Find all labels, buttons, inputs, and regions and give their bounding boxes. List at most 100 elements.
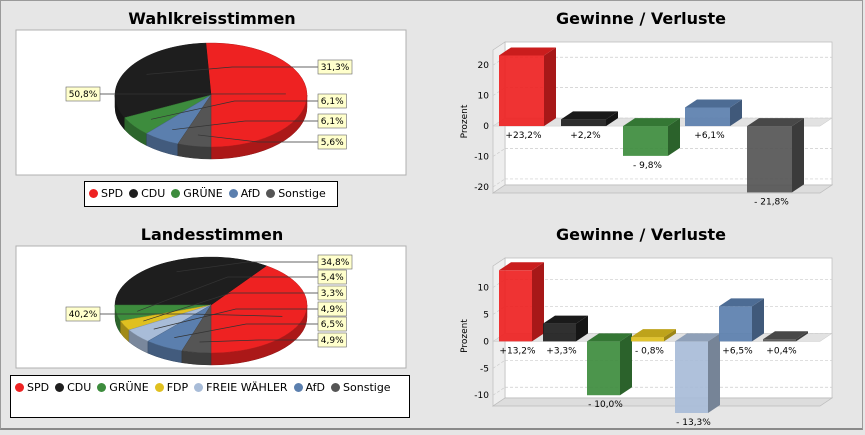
- legend-label: Sonstige: [343, 381, 391, 394]
- bar-value-label: +13,2%: [499, 346, 536, 356]
- legend-label: SPD: [27, 381, 50, 394]
- chart-title-gewinne-1: Gewinne / Verluste: [556, 9, 726, 28]
- bar-top: [587, 333, 632, 342]
- pie-label-box: [317, 59, 353, 75]
- bar-top: [623, 118, 680, 127]
- pie-label-afd: 6,5%: [321, 320, 344, 330]
- pie-wahlkreis: 50,8% 31,3% 6,1% 6,1% 5,6%: [65, 42, 353, 160]
- legend-item-cdu: CDU: [55, 378, 91, 398]
- chart-title-gewinne-2: Gewinne / Verluste: [556, 225, 726, 244]
- pie-label-box: [317, 301, 347, 317]
- legend-swatch: [15, 383, 24, 392]
- bar-value-label: +6,5%: [722, 346, 753, 356]
- pie-label-box: [317, 254, 353, 270]
- pie-label-gr-ne: 6,1%: [321, 97, 344, 107]
- legend-item-freie-w-hler: FREIE WÄHLER: [194, 378, 288, 398]
- bar-y-tick-label: 20: [478, 61, 490, 71]
- legend-item-gr-ne: GRÜNE: [171, 184, 223, 204]
- bar-value-label: - 0,8%: [635, 346, 664, 356]
- bar-gewinne-2: 10 5 0 -5 -10 Prozent +13,2% +3,3% - 10,0% - 0,8%…: [460, 257, 834, 428]
- legend-item-gr-ne: GRÜNE: [97, 378, 149, 398]
- legend-item-afd: AfD: [293, 378, 326, 398]
- legend-swatch: [171, 189, 181, 198]
- bar-gridline-side: [492, 386, 506, 396]
- legend-item-fdp: FDP: [154, 378, 189, 398]
- pie-label-box: [317, 285, 347, 301]
- pie-leader-line: [153, 308, 318, 330]
- pie-slice-cdu: [114, 256, 267, 306]
- pie-leader-line: [137, 276, 318, 312]
- legend-swatch: [129, 189, 139, 198]
- pie-slice-spd: [210, 265, 308, 354]
- bar-front: [623, 126, 668, 156]
- bar-gewinne-1: 20 10 0 -10 -20 Prozent +23,2% +2,2% - 9,8% +6,1%…: [460, 41, 834, 207]
- bar-top: [631, 329, 676, 338]
- bar-value-label: +3,3%: [546, 346, 577, 356]
- pie-label-box: [317, 269, 347, 285]
- bar-front: [631, 337, 664, 342]
- bar-gridline-side: [492, 178, 506, 188]
- bar-y-tick-label: -10: [474, 391, 489, 401]
- bar-y-tick-label: 10: [478, 284, 490, 294]
- bar-front: [747, 126, 792, 193]
- bar-top: [747, 118, 804, 127]
- bar-front: [763, 339, 796, 342]
- pie-leader-line: [199, 339, 318, 343]
- bar-front: [587, 341, 620, 396]
- chart-title-landes: Landesstimmen: [141, 225, 283, 244]
- pie-label-box: [317, 113, 347, 129]
- pie-label-sonstige: 5,6%: [321, 138, 344, 148]
- bar-side: [668, 118, 680, 156]
- bar-y-tick-label: 10: [478, 92, 490, 102]
- bar-value-label: +0,4%: [766, 346, 797, 356]
- bar-front: [561, 119, 606, 127]
- pie-leader-line: [146, 66, 318, 75]
- legend-label: AfD: [240, 187, 261, 200]
- bar-side: [752, 298, 764, 342]
- legend-label: FDP: [166, 381, 189, 394]
- bar-value-label: +2,2%: [570, 131, 601, 141]
- pie-slice-cdu: [114, 42, 212, 118]
- legend-swatch: [55, 383, 65, 392]
- bar-top: [719, 298, 764, 307]
- bar-value-label: +23,2%: [505, 131, 542, 141]
- legend-swatch: [228, 189, 238, 198]
- legend-label: FREIE WÄHLER: [206, 381, 288, 394]
- legend-swatch: [154, 383, 164, 392]
- bar-y-tick-label: 0: [483, 122, 489, 132]
- legend-label: AfD: [305, 381, 326, 394]
- bar-value-label: - 13,3%: [676, 418, 711, 428]
- legend-label: CDU: [141, 187, 166, 200]
- bar-side: [792, 118, 804, 193]
- bar-side: [606, 111, 618, 127]
- pie-label-gr-ne: 5,4%: [321, 273, 344, 283]
- bar-top: [561, 111, 618, 120]
- bar-front: [675, 341, 708, 413]
- bar-top: [499, 262, 544, 271]
- pie-leader-line: [197, 134, 318, 143]
- bar-side: [664, 329, 676, 342]
- bar-front: [499, 270, 532, 342]
- bar-y-tick-label: -5: [480, 364, 489, 374]
- pie-label-fdp: 3,3%: [321, 289, 344, 299]
- bar-front: [543, 323, 576, 342]
- legend-swatch: [293, 383, 303, 392]
- pie-label-box: [65, 86, 101, 102]
- pie-leader-line: [100, 313, 283, 317]
- bar-side: [708, 333, 720, 413]
- pie-label-spd: 50,8%: [69, 90, 98, 100]
- pie-label-box: [317, 332, 347, 348]
- legend-label: GRÜNE: [183, 187, 223, 200]
- legend-label: CDU: [67, 381, 92, 394]
- legend-item-spd: SPD: [15, 378, 49, 398]
- bar-y-axis-label: Prozent: [460, 319, 470, 353]
- pie-label-freie-w-hler: 4,9%: [321, 305, 344, 315]
- pie-label-box: [317, 316, 347, 332]
- bar-top: [763, 331, 808, 340]
- chart-title-wahlkreis: Wahlkreisstimmen: [128, 9, 295, 28]
- bar-top: [685, 99, 742, 108]
- legend-item-cdu: CDU: [129, 184, 165, 204]
- legend-landes: SPD CDU GRÜNE FDP FREIE WÄHLER AfD Sonstige: [10, 375, 410, 418]
- bar-top: [499, 47, 556, 56]
